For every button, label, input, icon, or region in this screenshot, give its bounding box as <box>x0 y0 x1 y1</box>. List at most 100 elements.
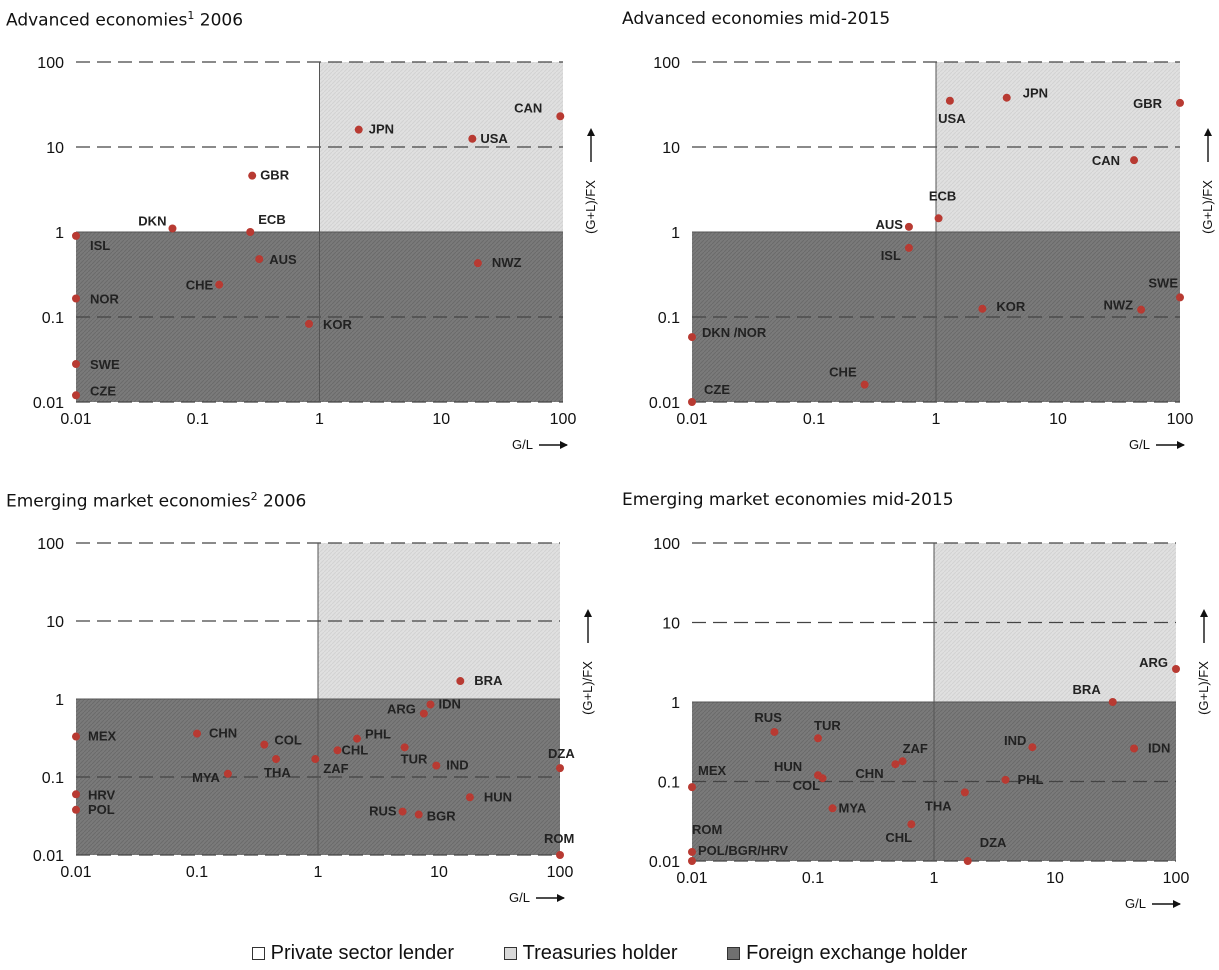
point-mex <box>72 732 80 741</box>
panel-title-4: Emerging market economies mid-2015 <box>622 490 954 510</box>
point-dkn <box>168 224 177 233</box>
point-zaf <box>311 755 320 764</box>
point-label: ISL <box>881 248 901 263</box>
point-label: IDN <box>1148 741 1170 756</box>
point-label: PHL <box>1018 772 1044 787</box>
point-label: CHL <box>885 830 912 845</box>
x-tick-label: 100 <box>550 411 577 428</box>
point-isl <box>904 243 913 252</box>
x-axis-arrowhead <box>557 894 565 902</box>
point-label: CHE <box>829 365 857 380</box>
legend: Private sector lender Treasuries holder … <box>0 942 1219 966</box>
swatch-treasuries <box>503 947 517 960</box>
y-axis-label: (G+L)/FX <box>1200 180 1215 234</box>
point-bgr <box>414 810 423 819</box>
point-label: USA <box>480 131 508 146</box>
point-label: ROM <box>692 822 722 837</box>
point-label: THA <box>264 765 291 780</box>
point-label: AUS <box>875 217 903 232</box>
point-label: ECB <box>929 188 956 203</box>
point-label: IND <box>446 758 468 773</box>
point-label: TUR <box>401 751 428 766</box>
y-tick-label: 10 <box>662 616 680 633</box>
x-axis-arrowhead <box>560 441 568 449</box>
x-tick-label: 100 <box>547 864 574 881</box>
point-hun <box>465 793 474 802</box>
x-tick-label: 0.01 <box>676 870 707 887</box>
point-can <box>1130 156 1139 165</box>
point-idn <box>426 700 435 709</box>
point-dknnor <box>688 333 696 342</box>
legend-item-fx: Foreign exchange holder <box>727 942 967 965</box>
point-label: IND <box>1004 733 1026 748</box>
y-axis-arrowhead <box>584 609 592 617</box>
point-label: PHL <box>365 727 391 742</box>
point-label: ARG <box>1139 655 1168 670</box>
point-cze <box>688 398 696 406</box>
y-tick-label: 0.1 <box>658 310 680 327</box>
point-label: COL <box>274 733 302 748</box>
point-label: CHN <box>855 766 883 781</box>
point-rom <box>556 851 564 859</box>
x-tick-label: 10 <box>430 864 448 881</box>
y-tick-label: 0.1 <box>658 775 680 792</box>
point-label: DZA <box>548 746 575 761</box>
legend-item-treasuries: Treasuries holder <box>503 942 678 965</box>
point-col <box>818 774 827 783</box>
point-label: NWZ <box>492 255 522 270</box>
point-label: SWE <box>90 357 120 372</box>
point-ind <box>1028 743 1037 752</box>
point-label: ARG <box>387 702 416 717</box>
x-tick-label: 1 <box>930 870 939 887</box>
point-bra <box>1108 698 1117 706</box>
x-axis-arrowhead <box>1173 900 1181 908</box>
point-mya <box>223 769 232 778</box>
point-tha <box>272 755 281 764</box>
point-label: RUS <box>754 710 782 725</box>
point-label: MYA <box>839 800 867 815</box>
x-tick-label: 100 <box>1163 870 1190 887</box>
point-label: DZA <box>980 835 1007 850</box>
point-label: BGR <box>427 809 457 824</box>
point-label: JPN <box>1023 86 1048 101</box>
point-phl <box>1001 775 1010 784</box>
point-zaf <box>898 757 907 766</box>
point-label: RUS <box>369 804 397 819</box>
point-label: COL <box>793 778 821 793</box>
point-jpn <box>354 125 363 134</box>
point-chn <box>891 760 900 769</box>
point-label: BRA <box>1073 682 1102 697</box>
chart-panel-1: 0.01 0.1 1 10 100 0.01 0.1 1 10 100 G/L (G+L)/FX JPN… <box>33 55 598 452</box>
x-tick-label: 10 <box>1049 411 1067 428</box>
point-nor <box>72 294 80 303</box>
chart-panel-2: 0.01 0.1 1 10 100 0.01 0.1 1 10 100 G/L (G+L)/FX USA… <box>649 55 1215 452</box>
point-label: MYA <box>192 770 220 785</box>
y-axis-arrowhead <box>587 128 595 136</box>
point-label: CZE <box>90 383 116 398</box>
y-tick-label: 0.01 <box>33 395 64 412</box>
y-axis-label: (G+L)/FX <box>580 661 595 715</box>
chart-panel-4: 0.01 0.1 1 10 100 0.01 0.1 1 10 100 G/L (G+L)/FX ARG… <box>649 536 1211 911</box>
panel-title-1: Advanced economies1 2006 <box>6 9 244 31</box>
point-label: AUS <box>269 252 297 267</box>
point-kor <box>978 304 987 313</box>
y-tick-label: 1 <box>671 695 680 712</box>
point-gbr <box>1176 98 1184 107</box>
point-nwz <box>473 259 482 268</box>
panel-title-2: Advanced economies mid-2015 <box>622 9 891 29</box>
point-gbr <box>248 171 257 180</box>
y-tick-label: 10 <box>46 140 64 157</box>
point-label: CZE <box>704 382 730 397</box>
point-label: HUN <box>774 759 802 774</box>
point-pol <box>72 805 80 814</box>
point-label: IDN <box>438 697 460 712</box>
x-tick-label: 0.1 <box>803 411 825 428</box>
point-chl <box>907 820 916 829</box>
x-tick-label: 0.1 <box>802 870 824 887</box>
point-label: DKN /NOR <box>702 325 767 340</box>
point-label: DKN <box>138 213 166 228</box>
point-label: NOR <box>90 292 120 307</box>
x-tick-label: 0.1 <box>187 411 209 428</box>
x-tick-label: 0.01 <box>676 411 707 428</box>
